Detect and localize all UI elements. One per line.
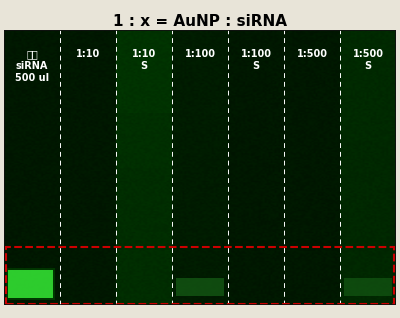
Bar [344,278,392,296]
Bar [340,30,396,305]
Bar [172,30,228,305]
Bar [6,268,55,300]
Text: 1:10: 1:10 [76,50,100,59]
Bar [176,278,224,296]
Bar [116,30,172,113]
Text: 1:100
S: 1:100 S [240,50,272,71]
Bar [340,30,396,140]
Text: 1:100: 1:100 [184,50,216,59]
Bar [8,270,53,298]
Bar [116,30,172,305]
Text: 초기
siRNA
500 ul: 초기 siRNA 500 ul [15,50,49,83]
Bar [116,30,172,168]
Text: 1:500: 1:500 [296,50,328,59]
Bar [4,30,60,305]
Text: 1 : x = AuNP : siRNA: 1 : x = AuNP : siRNA [113,14,287,29]
Text: 1:10
S: 1:10 S [132,50,156,71]
Bar [6,247,394,304]
Bar [284,30,340,305]
Bar [228,30,284,305]
Text: 1:500
S: 1:500 S [352,50,384,71]
Bar [60,30,116,305]
